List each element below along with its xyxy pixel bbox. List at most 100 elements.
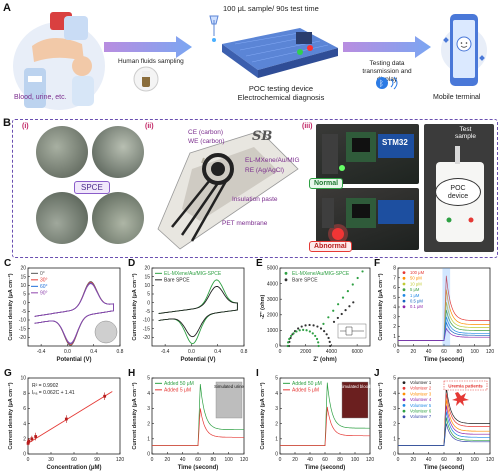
y-tick-label: 0 [275, 344, 278, 350]
inset-label: Simulated blood [340, 384, 371, 389]
chart-i: I 0 20 40 60 80 100 120 0 1 2 3 4 5 Time (second) Curre… [256, 368, 374, 471]
y-axis-label: Current density (μA cm⁻²) [7, 273, 14, 340]
legend-item: Volunteer 5 [410, 403, 432, 408]
x-tick-label: 20 [411, 349, 417, 355]
legend-swatch [284, 271, 288, 275]
y-tick-label: 0 [393, 344, 396, 350]
y-tick-label: 5 [147, 376, 150, 382]
y-tick-label: -5 [146, 309, 151, 315]
y-tick-label: 5 [393, 295, 396, 301]
fit-line [27, 391, 113, 444]
y-tick-label: 8 [393, 266, 396, 272]
legend-item: Volunteer 4 [410, 397, 432, 402]
cv-curve [158, 285, 238, 338]
legend-swatch [402, 305, 406, 309]
x-tick-label: 0.4 [90, 349, 97, 355]
x-tick-label: 120 [366, 457, 375, 463]
data-point [317, 344, 320, 348]
legend-swatch [402, 415, 406, 419]
legend-item: 0° [40, 271, 45, 277]
y-tick-label: 2 [147, 421, 150, 427]
legend-swatch [402, 282, 406, 286]
data-point [308, 330, 311, 333]
y-tick-label: -15 [19, 326, 26, 332]
y-tick-label: 6 [393, 285, 396, 291]
x-tick-label: 80 [337, 457, 343, 463]
y-tick-label: 4 [393, 391, 396, 397]
chart-e: E 0 2000 4000 6000 0 1000 2000 3000 4000 5000 Z' (o… [256, 258, 371, 363]
data-point [292, 332, 295, 335]
legend-item: 10 μM [410, 281, 422, 286]
data-point [316, 325, 319, 328]
normal-badge: Normal [309, 178, 344, 189]
warning-box [443, 380, 488, 391]
x-axis-label: Potential (V) [56, 357, 91, 363]
x-tick-label: 0 [397, 349, 400, 355]
we-label: WE (carbon) [188, 138, 225, 145]
x-tick-label: 20 [165, 457, 171, 463]
sb-logo: SB [252, 129, 273, 144]
data-point [298, 329, 301, 332]
y-tick-label: 2 [393, 421, 396, 427]
data-point [30, 437, 34, 441]
data-point [351, 283, 354, 286]
terminal-label: Mobile terminal [433, 94, 481, 101]
x-axis-label: Potential (V) [180, 357, 215, 363]
legend-item: Bare SPCE [164, 278, 190, 284]
y-tick-label: 10 [20, 283, 26, 289]
y-tick-label: 5 [23, 292, 26, 298]
wemod-label: EL-MXene/Au/MIG [245, 157, 300, 164]
x-axis-label: Time (second) [424, 357, 465, 363]
poc-device-illustration [200, 14, 340, 82]
y-tick-label: 0 [23, 300, 26, 306]
x-tick-label: 0 [27, 457, 30, 463]
panel-b-frame [12, 119, 498, 258]
data-point [332, 320, 336, 323]
x-tick-label: 0 [397, 457, 400, 463]
y-tick-label: -10 [19, 318, 26, 324]
arrow-2 [343, 36, 431, 58]
x-tick-label: 30 [48, 457, 54, 463]
legend-swatch [402, 404, 406, 407]
step2-bottom: POC testing device Electrochemical diagn… [236, 84, 326, 102]
photo-hand-2 [92, 126, 144, 178]
chart-f: F 0 20 40 60 80 100 120 0 1 2 3 4 5 6 7 8 Time (second) Cu… [374, 258, 494, 363]
data-point [329, 344, 332, 348]
x-tick-label: 0.0 [64, 349, 71, 355]
x-tick-label: 60 [322, 457, 328, 463]
x-tick-label: 60 [195, 457, 201, 463]
legend-item: 100 μM [410, 270, 425, 275]
photo-hand-1 [36, 126, 88, 178]
y-tick-label: 20 [144, 266, 150, 272]
x-tick-label: 60 [441, 457, 447, 463]
charts-area: C-0.4 0.0 0.4 0.8-20-15-10-505101520Potenti… [4, 258, 494, 471]
insul-label: Insulation paste [232, 196, 278, 203]
phone-illustration [440, 8, 488, 92]
y-tick-label: 20 [20, 266, 26, 272]
roman-2: (ii) [145, 123, 154, 130]
plot-frame [279, 267, 371, 347]
data-point [322, 322, 325, 325]
legend-item: Added 5 μM [164, 388, 191, 394]
x-axis-label: Time (second) [305, 465, 346, 471]
y-tick-label: 1 [275, 437, 278, 443]
data-point [341, 296, 345, 299]
x-tick-label: 0.8 [241, 349, 248, 355]
data-point [327, 316, 330, 319]
legend-item: 5 μM [410, 287, 420, 292]
fit-equation: Iₚₐ = 0.062C + 1.41 [32, 390, 75, 396]
photo-hand-3 [36, 192, 88, 244]
step3-label: Testing data transmission and display [352, 60, 422, 84]
x-axis-label: Time (second) [178, 465, 219, 471]
arrow-1 [104, 36, 192, 58]
board-photo-normal [316, 124, 419, 184]
data-point [323, 330, 326, 333]
legend-item: 0.1 μM [410, 304, 423, 309]
legend-item: 50 μM [410, 276, 422, 281]
legend-swatch [402, 288, 406, 292]
y-tick-label: 3 [147, 406, 150, 412]
plot-frame [151, 267, 245, 347]
legend-swatch [402, 392, 406, 396]
sample-text: Blood, urine, etc. [14, 94, 67, 101]
poc-line1: POC [450, 185, 466, 192]
